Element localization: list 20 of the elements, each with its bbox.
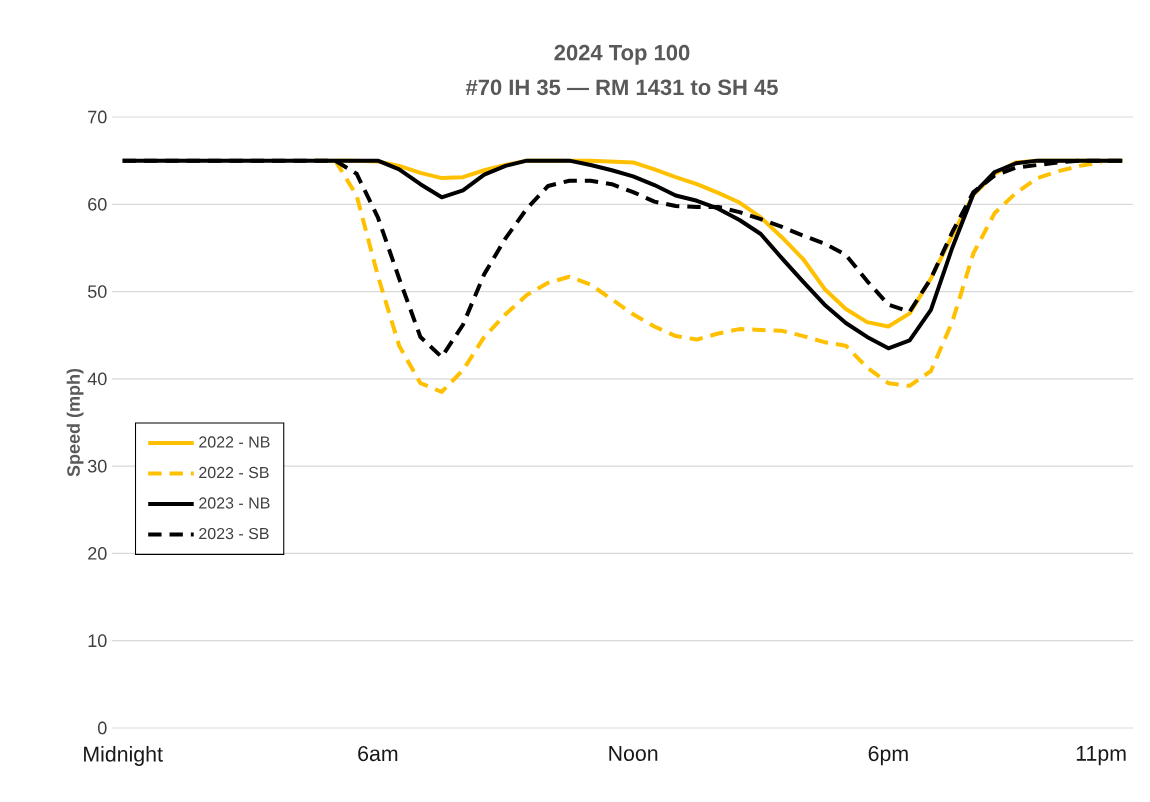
y-axis-title: Speed (mph) bbox=[66, 368, 84, 477]
x-tick-label: 6am bbox=[358, 746, 398, 762]
y-tick-label: 30 bbox=[87, 459, 107, 473]
chart-subtitle: #70 IH 35 — RM 1431 to SH 45 bbox=[465, 79, 778, 96]
y-tick-label: 0 bbox=[98, 721, 107, 735]
y-tick-label: 50 bbox=[87, 285, 107, 298]
legend-label: 2022 - NB bbox=[199, 436, 270, 448]
y-tick-label: 20 bbox=[88, 547, 107, 560]
chart-title: 2024 Top 100 bbox=[554, 44, 690, 65]
x-tick-label: Midnight bbox=[84, 746, 163, 766]
y-tick-label: 40 bbox=[87, 372, 107, 386]
y-tick-label: 10 bbox=[88, 634, 107, 648]
y-tick-label: 60 bbox=[88, 197, 107, 211]
x-tick-label: 11pm bbox=[1076, 746, 1126, 766]
x-tick-label: 6pm bbox=[868, 746, 908, 766]
legend-label: 2023 - SB bbox=[199, 527, 269, 540]
x-tick-label: Noon bbox=[609, 746, 658, 761]
y-tick-label: 70 bbox=[88, 110, 107, 124]
legend-label: 2023 - NB bbox=[199, 497, 270, 509]
legend-label: 2022 - SB bbox=[199, 466, 269, 479]
